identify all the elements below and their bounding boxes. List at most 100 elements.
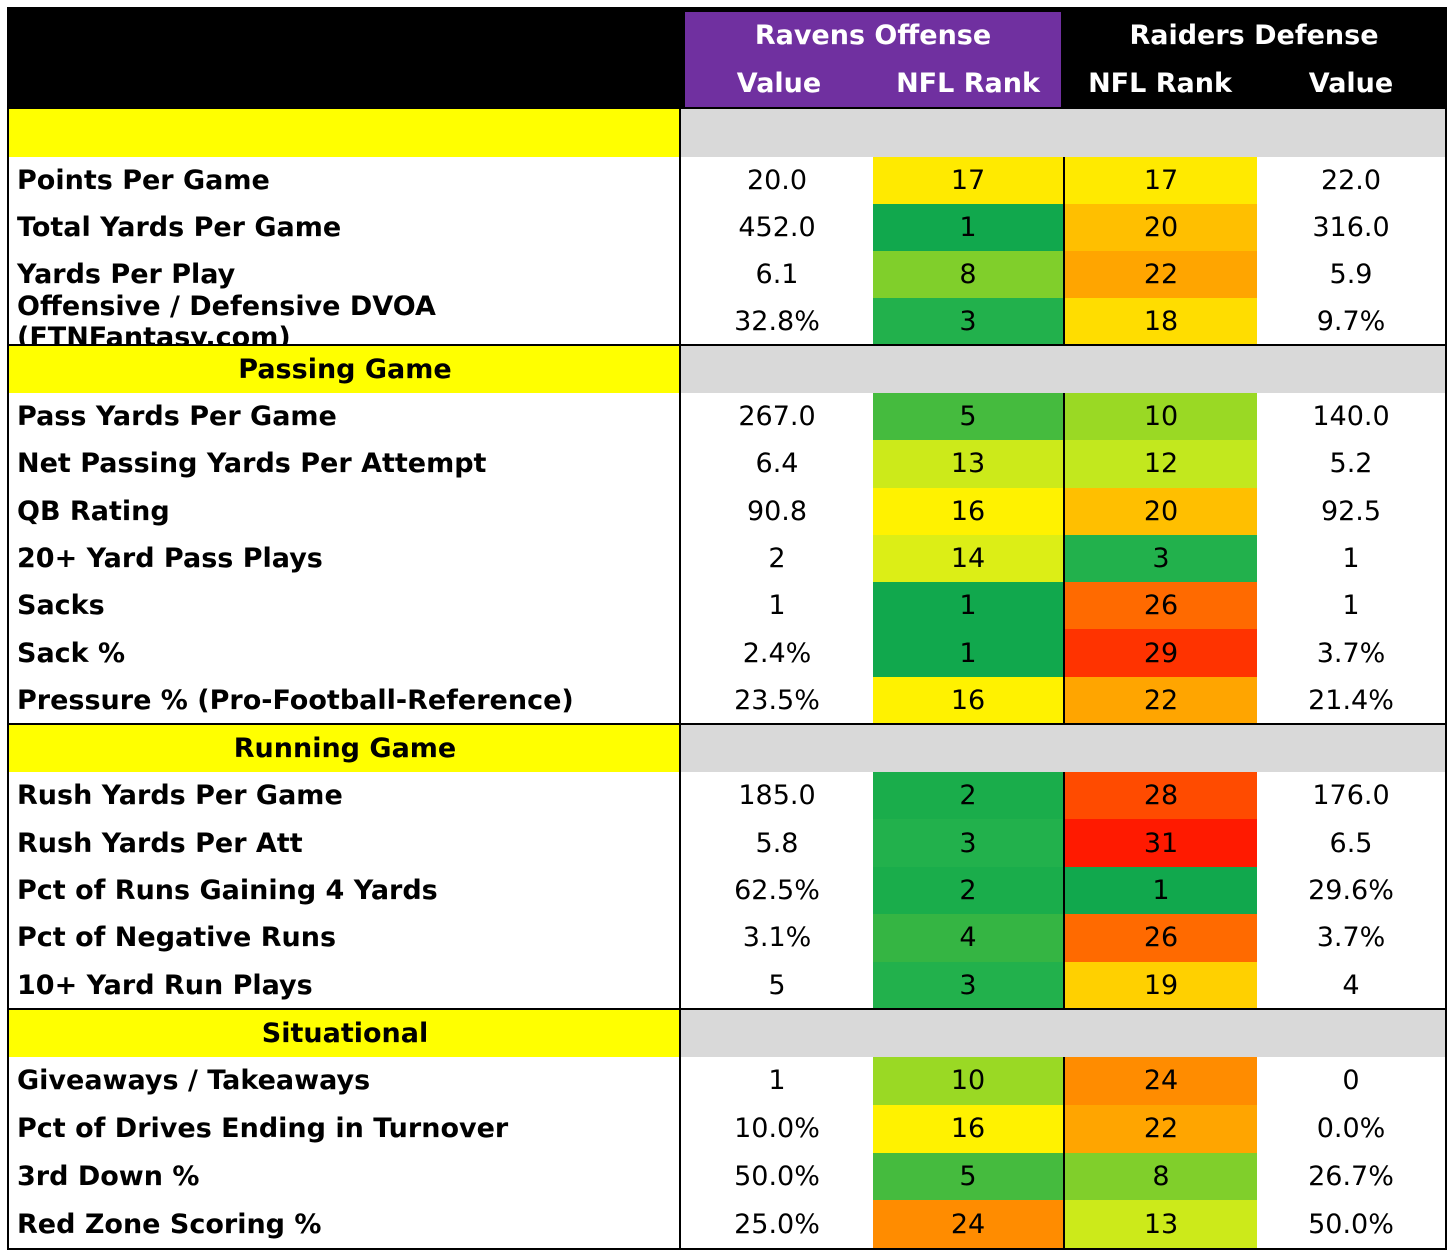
ravens-rank-cell: 3 xyxy=(873,961,1063,1009)
stat-label: 10+ Yard Run Plays xyxy=(17,969,313,1001)
ravens-value-cell: 2.4% xyxy=(742,637,812,669)
table-row: 20+ Yard Pass Plays 2 14 3 1 xyxy=(9,534,1445,583)
ravens-value-cell: 10.0% xyxy=(734,1113,820,1145)
stat-label: Rush Yards Per Att xyxy=(17,827,303,859)
stat-label: Yards Per Play xyxy=(17,259,236,290)
ravens-value-cell: 20.0 xyxy=(746,165,808,196)
raiders-rank-header: NFL Rank xyxy=(1088,68,1232,99)
table-row: Yards Per Play 6.1 8 22 5.9 xyxy=(9,251,1445,298)
section-title: Running Game xyxy=(9,724,681,772)
ravens-rank-cell: 2 xyxy=(873,866,1063,915)
stat-label: Sack % xyxy=(17,637,126,669)
stat-label: Total Yards Per Game xyxy=(17,212,342,243)
section-divider xyxy=(9,344,1445,346)
ravens-value-cell: 267.0 xyxy=(738,401,816,433)
table-row: QB Rating 90.8 16 20 92.5 xyxy=(9,487,1445,535)
section-header-row: Situational xyxy=(9,1009,1445,1057)
section-title: Passing Game xyxy=(9,345,681,393)
raiders-value-cell: 50.0% xyxy=(1308,1208,1394,1240)
ravens-value-cell: 5 xyxy=(768,969,786,1001)
table-row: Sack % 2.4% 1 29 3.7% xyxy=(9,629,1445,677)
raiders-rank-cell: 24 xyxy=(1063,1057,1257,1105)
stat-label: Giveaways / Takeaways xyxy=(17,1065,371,1097)
stat-label: 20+ Yard Pass Plays xyxy=(17,542,323,574)
raiders-rank-cell: 22 xyxy=(1063,1104,1257,1153)
ravens-rank-cell: 5 xyxy=(873,1152,1063,1201)
ravens-rank-cell: 3 xyxy=(873,298,1063,345)
raiders-rank-cell: 20 xyxy=(1063,204,1257,251)
raiders-rank-cell: 22 xyxy=(1063,251,1257,298)
ravens-rank-cell: 16 xyxy=(873,676,1063,724)
ravens-value-cell: 32.8% xyxy=(734,306,820,337)
table-row: Pass Yards Per Game 267.0 5 10 140.0 xyxy=(9,393,1445,441)
table-row: Pct of Drives Ending in Turnover 10.0% 16 2… xyxy=(9,1104,1445,1153)
section-header-row xyxy=(9,109,1445,157)
ravens-rank-cell: 24 xyxy=(873,1200,1063,1248)
raiders-value-cell: 316.0 xyxy=(1312,212,1390,243)
stat-label: Net Passing Yards Per Attempt xyxy=(17,448,487,480)
raiders-value-header: Value xyxy=(1308,68,1394,99)
raiders-value-cell: 29.6% xyxy=(1308,874,1394,906)
section-header-fill xyxy=(681,1009,1445,1057)
stat-label: Pct of Negative Runs xyxy=(17,922,337,954)
ravens-rank-cell: 4 xyxy=(873,914,1063,962)
table-row: 10+ Yard Run Plays 5 3 19 4 xyxy=(9,961,1445,1009)
table-row: Pressure % (Pro-Football-Reference) 23.5%… xyxy=(9,676,1445,724)
section-divider xyxy=(9,1008,1445,1010)
raiders-rank-cell: 26 xyxy=(1063,582,1257,630)
raiders-rank-cell: 1 xyxy=(1063,866,1257,915)
ravens-rank-cell: 5 xyxy=(873,393,1063,441)
table-row: Sacks 1 1 26 1 xyxy=(9,582,1445,630)
raiders-value-cell: 1 xyxy=(1342,542,1360,574)
raiders-value-cell: 9.7% xyxy=(1316,306,1386,337)
stat-label: Pct of Drives Ending in Turnover xyxy=(17,1113,509,1145)
raiders-value-cell: 4 xyxy=(1342,969,1360,1001)
stats-comparison-table: Ravens Offense Raiders Defense Value NFL… xyxy=(7,7,1447,1250)
stat-label: Pressure % (Pro-Football-Reference) xyxy=(17,684,574,716)
stat-label: QB Rating xyxy=(17,495,170,527)
table-row: Rush Yards Per Att 5.8 3 31 6.5 xyxy=(9,819,1445,867)
ravens-offense-header-block xyxy=(685,12,1061,107)
ravens-rank-cell: 8 xyxy=(873,251,1063,298)
ravens-rank-cell: 13 xyxy=(873,440,1063,488)
raiders-value-cell: 0.0% xyxy=(1316,1113,1386,1145)
ravens-rank-cell: 10 xyxy=(873,1057,1063,1105)
table-row: Giveaways / Takeaways 1 10 24 0 xyxy=(9,1057,1445,1105)
stat-label: Pass Yards Per Game xyxy=(17,401,337,433)
stat-label: Pct of Runs Gaining 4 Yards xyxy=(17,874,438,906)
raiders-rank-cell: 10 xyxy=(1063,393,1257,441)
section-divider xyxy=(9,723,1445,725)
raiders-rank-cell: 13 xyxy=(1063,1200,1257,1248)
raiders-rank-cell: 31 xyxy=(1063,819,1257,867)
table-row: Net Passing Yards Per Attempt 6.4 13 12 5.2 xyxy=(9,440,1445,488)
stat-label: 3rd Down % xyxy=(17,1160,200,1192)
ravens-offense-title: Ravens Offense xyxy=(754,20,992,51)
ravens-value-cell: 1 xyxy=(768,590,786,622)
stat-label: Sacks xyxy=(17,590,105,622)
raiders-value-cell: 92.5 xyxy=(1320,495,1382,527)
ravens-rank-cell: 1 xyxy=(873,204,1063,251)
raiders-rank-cell: 18 xyxy=(1063,298,1257,345)
ravens-value-cell: 452.0 xyxy=(738,212,816,243)
ravens-rank-cell: 17 xyxy=(873,157,1063,204)
ravens-value-cell: 6.1 xyxy=(755,259,799,290)
section-header-fill xyxy=(681,724,1445,772)
raiders-rank-cell: 29 xyxy=(1063,629,1257,677)
ravens-rank-cell: 3 xyxy=(873,819,1063,867)
ravens-rank-cell: 16 xyxy=(873,1104,1063,1153)
ravens-rank-cell: 1 xyxy=(873,629,1063,677)
raiders-rank-cell: 3 xyxy=(1063,534,1257,583)
stat-label: Points Per Game xyxy=(17,165,270,196)
raiders-rank-cell: 12 xyxy=(1063,440,1257,488)
section-header-fill xyxy=(681,345,1445,393)
ravens-value-cell: 6.4 xyxy=(755,448,799,480)
raiders-value-cell: 176.0 xyxy=(1312,780,1390,812)
section-title: Situational xyxy=(9,1009,681,1057)
ravens-value-cell: 185.0 xyxy=(738,780,816,812)
ravens-value-header: Value xyxy=(736,68,822,99)
raiders-rank-cell: 20 xyxy=(1063,487,1257,535)
ravens-rank-cell: 1 xyxy=(873,582,1063,630)
raiders-value-cell: 21.4% xyxy=(1308,684,1394,716)
ravens-value-cell: 90.8 xyxy=(746,495,808,527)
raiders-rank-cell: 8 xyxy=(1063,1152,1257,1201)
